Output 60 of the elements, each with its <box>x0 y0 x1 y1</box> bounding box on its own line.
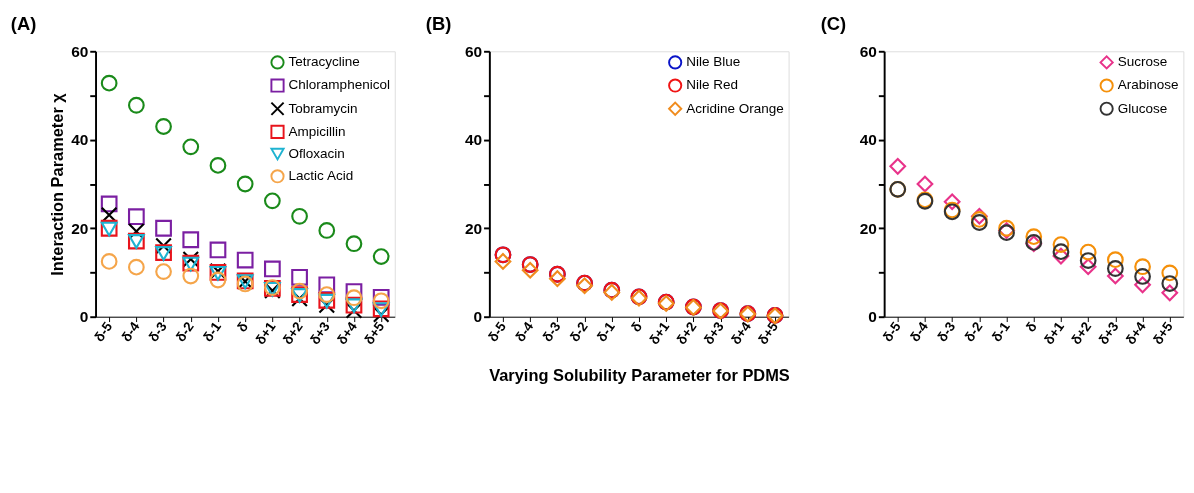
x-tick-label: δ+3 <box>1095 318 1122 348</box>
y-tick-label: 20 <box>71 219 89 237</box>
y-tick-label: 60 <box>464 42 483 60</box>
legend-label: Nile Blue <box>686 54 741 70</box>
y-tick-label: 60 <box>859 42 877 60</box>
y-tick-label: 20 <box>464 219 483 237</box>
chart-title: (A) <box>10 13 37 35</box>
x-tick-label: δ-3 <box>934 318 959 345</box>
x-tick-label: δ-2 <box>172 319 197 345</box>
legend-label: Acridine Orange <box>686 100 784 116</box>
x-tick-label: δ+3 <box>307 318 334 348</box>
x-tick-label: δ-5 <box>485 318 510 345</box>
x-tick-label: δ+4 <box>334 318 361 348</box>
x-tick-label: δ-1 <box>988 318 1013 345</box>
legend-label: Ofloxacin <box>288 145 345 161</box>
x-tick-label: δ+4 <box>728 318 755 348</box>
x-tick-label: δ-1 <box>594 318 619 345</box>
x-tick-label: δ-1 <box>200 318 225 345</box>
x-tick-label: δ-2 <box>566 319 591 345</box>
legend-label: Tetracycline <box>288 54 360 70</box>
legend-label: Glucose <box>1117 100 1168 116</box>
y-tick-label: 40 <box>71 131 89 149</box>
legend-label: Nile Red <box>686 77 739 93</box>
x-tick-label: δ+2 <box>673 319 700 348</box>
y-tick-label: 0 <box>79 308 89 326</box>
y-tick-label: 40 <box>464 131 483 149</box>
x-tick-label: δ-3 <box>539 318 564 345</box>
chart-title: (B) <box>425 13 452 35</box>
x-tick-label: δ <box>1022 319 1040 335</box>
x-tick-label: δ+2 <box>279 319 306 348</box>
legend-label: Sucrose <box>1117 54 1168 70</box>
x-tick-label: δ-3 <box>145 318 170 345</box>
y-tick-label: 0 <box>473 308 483 326</box>
x-tick-label: δ+4 <box>1122 318 1149 348</box>
x-tick-label: δ+1 <box>252 318 279 348</box>
legend-label: Ampicillin <box>288 123 346 139</box>
y-axis-title: Interaction Parameter χ <box>48 92 67 276</box>
x-tick-label: δ+3 <box>700 318 727 348</box>
x-tick-label: δ-4 <box>907 318 932 345</box>
x-tick-label: δ-2 <box>961 319 986 345</box>
x-tick-label: δ-4 <box>118 318 143 345</box>
x-tick-label: δ-4 <box>512 318 537 345</box>
y-tick-label: 60 <box>71 42 89 60</box>
x-tick-label: δ <box>234 319 252 335</box>
x-tick-label: δ <box>628 319 646 335</box>
x-tick-label: δ-5 <box>879 318 905 345</box>
x-tick-label: δ+1 <box>1041 318 1068 348</box>
legend-label: Tobramycin <box>288 100 358 116</box>
x-axis-title: Varying Solubility Parameter for PDMS <box>489 365 790 384</box>
chart-title: (C) <box>820 13 847 35</box>
x-tick-label: δ+2 <box>1068 319 1095 348</box>
legend-label: Lactic Acid <box>288 168 354 184</box>
x-tick-label: δ+5 <box>755 318 782 348</box>
legend-label: Chloramphenicol <box>288 77 390 93</box>
legend-label: Arabinose <box>1117 77 1179 93</box>
x-tick-label: δ-5 <box>91 318 116 345</box>
y-tick-label: 20 <box>859 219 877 237</box>
y-tick-label: 40 <box>859 131 877 149</box>
x-tick-label: δ+1 <box>646 318 673 348</box>
y-tick-label: 0 <box>868 308 877 326</box>
